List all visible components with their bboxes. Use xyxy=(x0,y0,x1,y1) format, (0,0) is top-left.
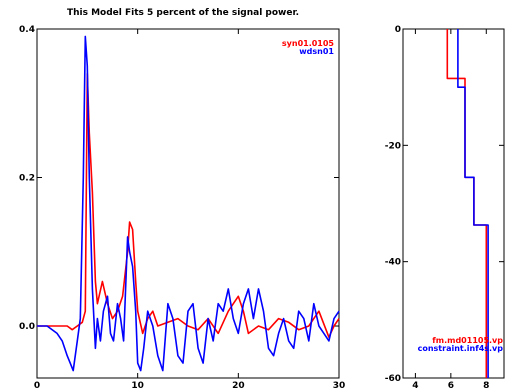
legend-entry-1: fm.md01105.vp xyxy=(432,336,503,345)
x-tick-label: 4 xyxy=(412,381,418,391)
side-chart: 4 6 8 0 -20 -40 -60 fm.md01105.vpconstraint.in… xyxy=(385,25,505,391)
side-plot-frame xyxy=(402,28,505,379)
y-tick-label: 0 xyxy=(395,25,401,35)
x-tick-label: 30 xyxy=(333,381,346,391)
x-tick-label: 0 xyxy=(34,381,40,391)
series-line-1 xyxy=(446,29,488,378)
x-tick-label: 10 xyxy=(131,381,144,391)
y-tick-label: 0.2 xyxy=(19,174,35,184)
y-tick-label: 0.0 xyxy=(19,322,35,332)
series-line-2 xyxy=(457,29,489,378)
legend-entry-2: wdsn01 xyxy=(299,47,334,56)
legend-entry-1: syn01.0105 xyxy=(282,39,335,48)
chart-title: This Model Fits 5 percent of the signal … xyxy=(67,8,299,18)
x-tick-label: 20 xyxy=(232,381,245,391)
y-tick-label: -20 xyxy=(385,141,401,151)
main-chart: This Model Fits 5 percent of the signal … xyxy=(19,8,345,391)
legend-entry-2: constraint.inf4s.vp xyxy=(418,344,504,353)
x-tick-label: 8 xyxy=(483,381,489,391)
y-tick-label: -60 xyxy=(385,374,401,384)
y-tick-label: 0.4 xyxy=(19,25,35,35)
series-line-2 xyxy=(37,35,340,372)
x-tick-label: 6 xyxy=(448,381,454,391)
main-plot-frame xyxy=(36,28,340,379)
y-tick-label: -40 xyxy=(385,258,401,268)
